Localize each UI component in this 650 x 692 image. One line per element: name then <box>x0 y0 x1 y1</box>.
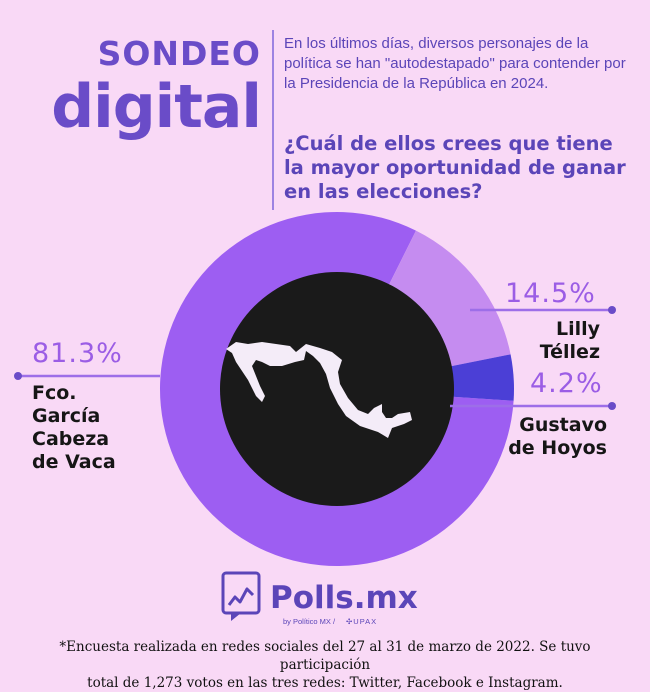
name-garcia-line2: García <box>32 405 101 427</box>
value-label-hoyos: 4.2% <box>530 368 603 399</box>
polls-logo-icon <box>221 571 261 621</box>
footnote-line1: *Encuesta realizada en redes sociales de… <box>59 639 591 673</box>
name-garcia: Fco. García Cabeza de Vaca <box>32 382 116 474</box>
name-tellez: Lilly Téllez <box>500 318 600 364</box>
survey-question: ¿Cuál de ellos crees que tiene la mayor … <box>284 132 626 203</box>
title-sondeo: SONDEO <box>97 34 261 73</box>
intro-text: En los últimos días, diversos personajes… <box>284 35 626 92</box>
footnote: *Encuesta realizada en redes sociales de… <box>20 638 630 692</box>
value-label-tellez: 14.5% <box>505 278 596 309</box>
mexico-map-icon <box>226 342 412 438</box>
name-garcia-line4: de Vaca <box>32 451 116 473</box>
value-label-garcia: 81.3% <box>32 338 123 369</box>
leader-hoyos-dot <box>608 402 616 410</box>
brand-byline: by Político MX / <box>283 617 336 626</box>
brand-partner-text: UPAX <box>353 617 378 626</box>
name-hoyos-line2: de Hoyos <box>508 437 607 459</box>
name-hoyos-line1: Gustavo <box>519 414 607 436</box>
brand-partner: ✣UPAX <box>346 617 377 626</box>
name-hoyos: Gustavo de Hoyos <box>492 414 607 460</box>
leader-tellez-dot <box>608 306 616 314</box>
name-tellez-line1: Lilly <box>555 318 600 340</box>
title-digital: digital <box>51 72 262 142</box>
brand-name: Polls.mx <box>270 580 418 616</box>
vertical-divider <box>272 30 274 210</box>
footnote-line2: total de 1,273 votos en las tres redes: … <box>87 675 563 691</box>
name-garcia-line1: Fco. <box>32 382 77 404</box>
leader-garcia-dot <box>14 372 22 380</box>
name-garcia-line3: Cabeza <box>32 428 110 450</box>
name-tellez-line2: Téllez <box>539 341 600 363</box>
upax-icon: ✣ <box>346 617 354 626</box>
